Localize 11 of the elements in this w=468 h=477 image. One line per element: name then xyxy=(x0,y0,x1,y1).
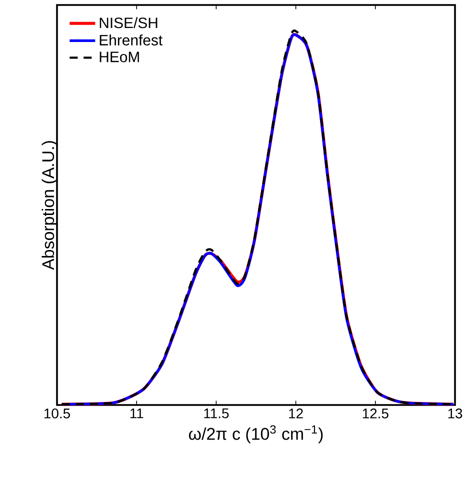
x-tick-label: 11.5 xyxy=(204,408,229,418)
x-tick-label: 10.5 xyxy=(44,408,70,418)
y-axis-title: Absorption (A.U.) xyxy=(42,141,58,270)
x-tick-label: 11 xyxy=(130,408,144,418)
legend-label: HEoM xyxy=(100,52,139,62)
x-tick-label: 13 xyxy=(448,408,462,418)
x-tick-label: 12.5 xyxy=(362,408,388,418)
x-axis-title: ω/2π c (10$^{3}$ cm$^{−1}$) xyxy=(188,425,323,444)
legend-label: Ehrenfest xyxy=(100,34,162,46)
x-tick-label: 12 xyxy=(289,408,303,418)
legend-label: NISE/SH xyxy=(100,17,158,28)
